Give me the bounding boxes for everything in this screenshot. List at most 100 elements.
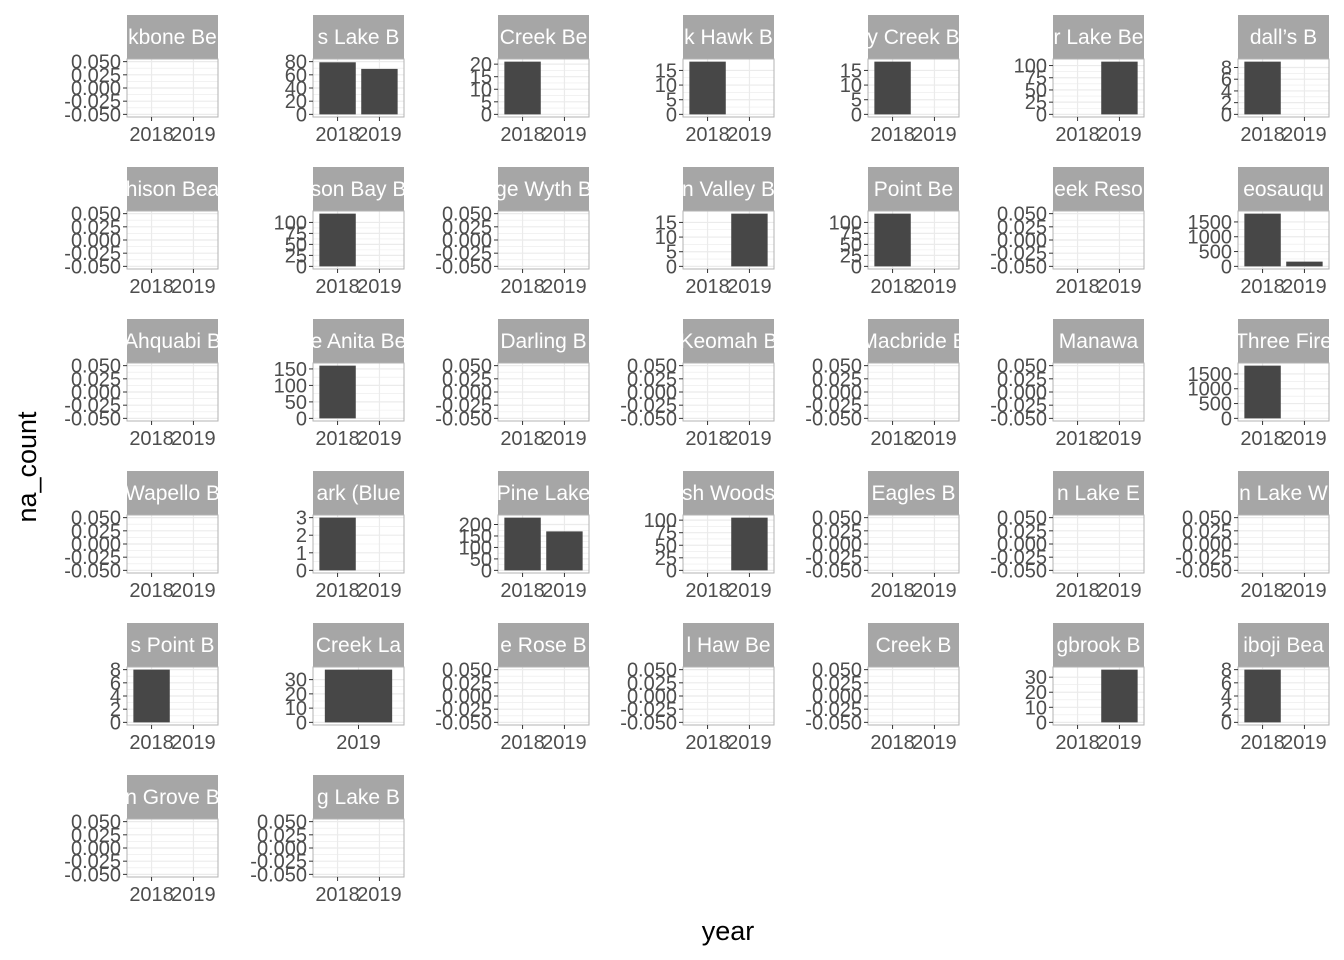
y-tick-label: -0.025 [805, 699, 862, 721]
facet-strip-label: ark (Blue [316, 482, 400, 505]
facet-strip [498, 471, 589, 515]
y-tick-label: 20 [470, 54, 492, 76]
facet-strip-label: s Lake B [318, 26, 400, 49]
x-tick-label: 2019 [912, 580, 957, 602]
y-tick-label: 50 [840, 234, 862, 256]
y-tick-label: 0 [1221, 104, 1232, 126]
y-tick-label: 4 [110, 686, 121, 708]
facet-strip-label: k Hawk B [684, 26, 773, 49]
y-tick-label: 0 [1036, 712, 1047, 734]
y-tick-label: 0.050 [997, 508, 1047, 530]
facet-strip-label: n Lake W [1239, 482, 1328, 505]
facet-strip [683, 471, 774, 515]
y-tick-label: 0.000 [257, 838, 307, 860]
facet-strip-label: n Grove B [125, 786, 220, 809]
y-tick-label: -0.025 [620, 395, 677, 417]
bar [874, 213, 911, 267]
facet-panel-border [1237, 210, 1330, 270]
x-tick-label: 2018 [500, 732, 545, 754]
facet-strip-label: n Valley B [682, 178, 775, 201]
y-tick-label: 150 [274, 359, 307, 381]
x-tick-label: 2018 [870, 276, 915, 298]
bar [319, 365, 356, 419]
facet-strip-label: e Rose B [500, 634, 586, 657]
y-tick-label: 0.000 [71, 78, 121, 100]
y-tick-label: 4 [1221, 686, 1232, 708]
y-tick-label: 5 [851, 90, 862, 112]
x-tick-label: 2018 [870, 580, 915, 602]
y-tick-label: 0 [296, 560, 307, 582]
x-tick-label: 2018 [685, 580, 730, 602]
y-tick-label: 0.050 [812, 356, 862, 378]
x-tick-label: 2018 [129, 428, 174, 450]
x-tick-label: 2019 [727, 276, 772, 298]
facet-strip [313, 471, 404, 515]
bar [361, 68, 398, 115]
y-tick-label: -0.025 [435, 395, 492, 417]
x-tick-label: 2018 [315, 884, 360, 906]
y-tick-label: 15 [840, 60, 862, 82]
x-tick-label: 2018 [685, 428, 730, 450]
y-tick-label: 25 [285, 245, 307, 267]
y-tick-label: 0.025 [997, 217, 1047, 239]
y-tick-label: 0 [666, 256, 677, 278]
x-tick-label: 2019 [912, 124, 957, 146]
x-tick-label: 2019 [357, 428, 402, 450]
x-tick-label: 2018 [685, 276, 730, 298]
y-tick-label: 0.000 [71, 534, 121, 556]
y-tick-label: -0.025 [64, 243, 121, 265]
y-tick-label: 0.025 [71, 369, 121, 391]
y-tick-label: -0.050 [64, 560, 121, 582]
y-tick-label: 1000 [1188, 379, 1233, 401]
facet-panel-border [1052, 666, 1145, 726]
y-tick-label: 0.025 [812, 521, 862, 543]
bar [1244, 669, 1281, 723]
facet-strip-label: Manawa [1059, 330, 1139, 353]
facet-panel-border [497, 514, 590, 574]
y-tick-label: -0.050 [435, 408, 492, 430]
y-tick-label: 3 [296, 508, 307, 530]
facet-strip [313, 319, 404, 363]
y-tick-label: -0.025 [620, 699, 677, 721]
x-tick-label: 2018 [500, 124, 545, 146]
x-tick-label: 2019 [542, 580, 587, 602]
facet-strip [868, 623, 959, 667]
y-tick-label: 10 [840, 75, 862, 97]
y-tick-label: 0 [481, 560, 492, 582]
y-tick-label: 20 [1025, 682, 1047, 704]
facet-panel-border [682, 210, 775, 270]
facet-strip [683, 623, 774, 667]
x-tick-label: 2019 [542, 124, 587, 146]
facet-strip [127, 623, 218, 667]
y-tick-label: 100 [274, 212, 307, 234]
y-tick-label: 100 [644, 510, 677, 532]
y-tick-label: 0.025 [997, 369, 1047, 391]
y-tick-label: 50 [470, 549, 492, 571]
y-tick-label: 0.025 [442, 673, 492, 695]
facet-strip [498, 319, 589, 363]
y-tick-label: 50 [655, 535, 677, 557]
facet-strip [1238, 167, 1329, 211]
facet-panel-border [312, 210, 405, 270]
y-tick-label: 0.050 [257, 812, 307, 834]
facet-panel-border [1237, 58, 1330, 118]
x-tick-label: 2018 [315, 124, 360, 146]
y-tick-label: 0.050 [627, 660, 677, 682]
y-tick-label: 8 [1221, 57, 1232, 79]
x-tick-label: 2019 [912, 732, 957, 754]
y-tick-label: -0.025 [435, 243, 492, 265]
y-tick-label: 0.000 [71, 230, 121, 252]
x-tick-label: 2019 [171, 732, 216, 754]
y-tick-label: -0.025 [990, 243, 1047, 265]
facet-strip [127, 167, 218, 211]
